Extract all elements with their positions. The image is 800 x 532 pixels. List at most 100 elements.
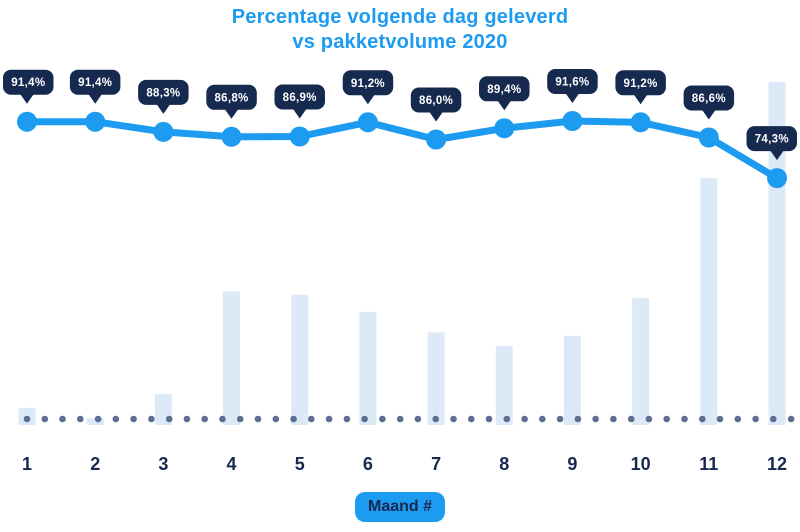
value-tooltip: 89,4% <box>479 76 530 111</box>
percentage-point[interactable] <box>494 118 515 139</box>
baseline-dot <box>59 415 66 423</box>
volume-bar[interactable] <box>632 298 650 425</box>
baseline-dot <box>112 415 120 423</box>
baseline-dot <box>503 415 511 423</box>
dotted-baseline <box>23 415 795 423</box>
value-tooltip-label: 86,8% <box>214 92 248 104</box>
baseline-dot <box>787 415 795 423</box>
x-axis-label: 1 <box>22 454 32 474</box>
chart-title-line1: Percentage volgende dag geleverd <box>231 6 569 28</box>
x-axis-label: 3 <box>158 454 168 474</box>
baseline-dot <box>432 415 440 423</box>
value-tooltip-bubble <box>746 126 797 152</box>
baseline-dot <box>663 415 670 423</box>
baseline-dot <box>165 415 173 423</box>
value-tooltip-label: 91,4% <box>11 77 45 89</box>
value-tooltip-bubble <box>206 84 257 110</box>
value-tooltip-pointer <box>497 100 512 111</box>
value-tooltip-pointer <box>156 103 171 114</box>
value-tooltip-pointer <box>20 93 34 104</box>
percentage-point[interactable] <box>289 126 310 147</box>
baseline-dot <box>379 415 386 423</box>
x-axis-label: 2 <box>90 454 100 474</box>
volume-bar[interactable] <box>700 178 718 425</box>
value-tooltip-bubble <box>547 69 598 94</box>
value-tooltip-label: 91,2% <box>624 78 658 90</box>
value-tooltip: 86,9% <box>274 84 325 119</box>
x-axis-label: 9 <box>567 454 577 474</box>
value-tooltip-label: 88,3% <box>146 87 180 99</box>
percentage-point[interactable] <box>630 112 651 133</box>
percentage-point[interactable] <box>221 126 242 147</box>
volume-bar[interactable] <box>223 291 240 425</box>
volume-bar[interactable] <box>427 332 445 425</box>
x-axis-label: 4 <box>226 454 236 474</box>
value-tooltip: 91,4% <box>69 69 121 104</box>
value-tooltip: 91,4% <box>3 69 54 104</box>
value-tooltip-label: 89,4% <box>487 84 521 96</box>
volume-bar[interactable] <box>563 335 581 425</box>
baseline-dot <box>290 415 297 423</box>
percentage-point[interactable] <box>562 111 583 131</box>
x-axis-label: 8 <box>499 454 509 474</box>
baseline-dot <box>201 415 208 423</box>
baseline-dot <box>610 415 617 423</box>
percentage-point[interactable] <box>17 111 37 132</box>
baseline-dot <box>770 415 777 423</box>
baseline-dot <box>734 415 742 423</box>
volume-bar[interactable] <box>86 418 104 425</box>
value-tooltip: 86,6% <box>683 85 735 120</box>
baseline-dot <box>521 415 528 423</box>
value-tooltip-bubble <box>683 85 735 111</box>
x-axis-labels: 1 2 3 4 5 6 7 8 9 10 11 12 <box>22 454 787 474</box>
baseline-dot <box>716 415 724 423</box>
baseline-dot <box>627 415 635 423</box>
volume-bar[interactable] <box>291 294 309 425</box>
baseline-dot <box>77 415 84 423</box>
value-tooltip: 91,2% <box>615 70 666 105</box>
value-tooltip: 91,2% <box>342 70 394 105</box>
baseline-dot <box>254 415 262 423</box>
chart-title: Percentage volgende dag geleverd vs pakk… <box>0 5 800 55</box>
value-tooltip-label: 86,6% <box>692 93 726 105</box>
baseline-dot <box>325 415 333 423</box>
percentage-point[interactable] <box>85 111 106 132</box>
percentage-line <box>23 117 781 182</box>
percentage-point[interactable] <box>767 168 787 189</box>
volume-bar[interactable] <box>495 346 513 425</box>
value-tooltip-bubble <box>615 70 666 96</box>
baseline-dot <box>752 415 759 423</box>
baseline-dot <box>539 415 546 423</box>
value-tooltip-bubble <box>479 76 530 102</box>
baseline-dot <box>219 415 226 423</box>
baseline-dot <box>574 415 582 423</box>
percentage-point[interactable] <box>426 129 447 150</box>
value-tooltip: 88,3% <box>138 79 189 114</box>
baseline-dot <box>94 415 102 423</box>
baseline-dot <box>645 415 653 423</box>
value-tooltip-bubble <box>342 70 394 96</box>
value-tooltip-label: 86,9% <box>283 92 317 104</box>
baseline-dot <box>272 415 280 423</box>
baseline-dot <box>308 415 315 423</box>
percentage-point[interactable] <box>153 121 174 142</box>
percentage-point[interactable] <box>357 112 378 133</box>
value-tooltip-bubble <box>69 69 121 95</box>
volume-bar[interactable] <box>768 82 786 425</box>
baseline-dot <box>414 415 422 423</box>
value-tooltip-pointer <box>292 108 307 119</box>
value-tooltip-pointer <box>360 94 375 105</box>
value-tooltip-pointer <box>770 150 784 161</box>
value-tooltip-pointer <box>88 93 103 104</box>
percentage-point-series <box>17 111 787 189</box>
value-tooltip-pointer <box>224 108 239 119</box>
percentage-point[interactable] <box>698 127 719 148</box>
baseline-dot <box>23 415 31 423</box>
chart-title-line2: vs pakketvolume 2020 <box>292 31 508 53</box>
value-tooltip-label: 86,0% <box>419 95 453 107</box>
x-axis-label: 10 <box>631 454 651 474</box>
volume-bar[interactable] <box>359 311 377 425</box>
value-tooltip-label: 91,2% <box>351 78 385 90</box>
